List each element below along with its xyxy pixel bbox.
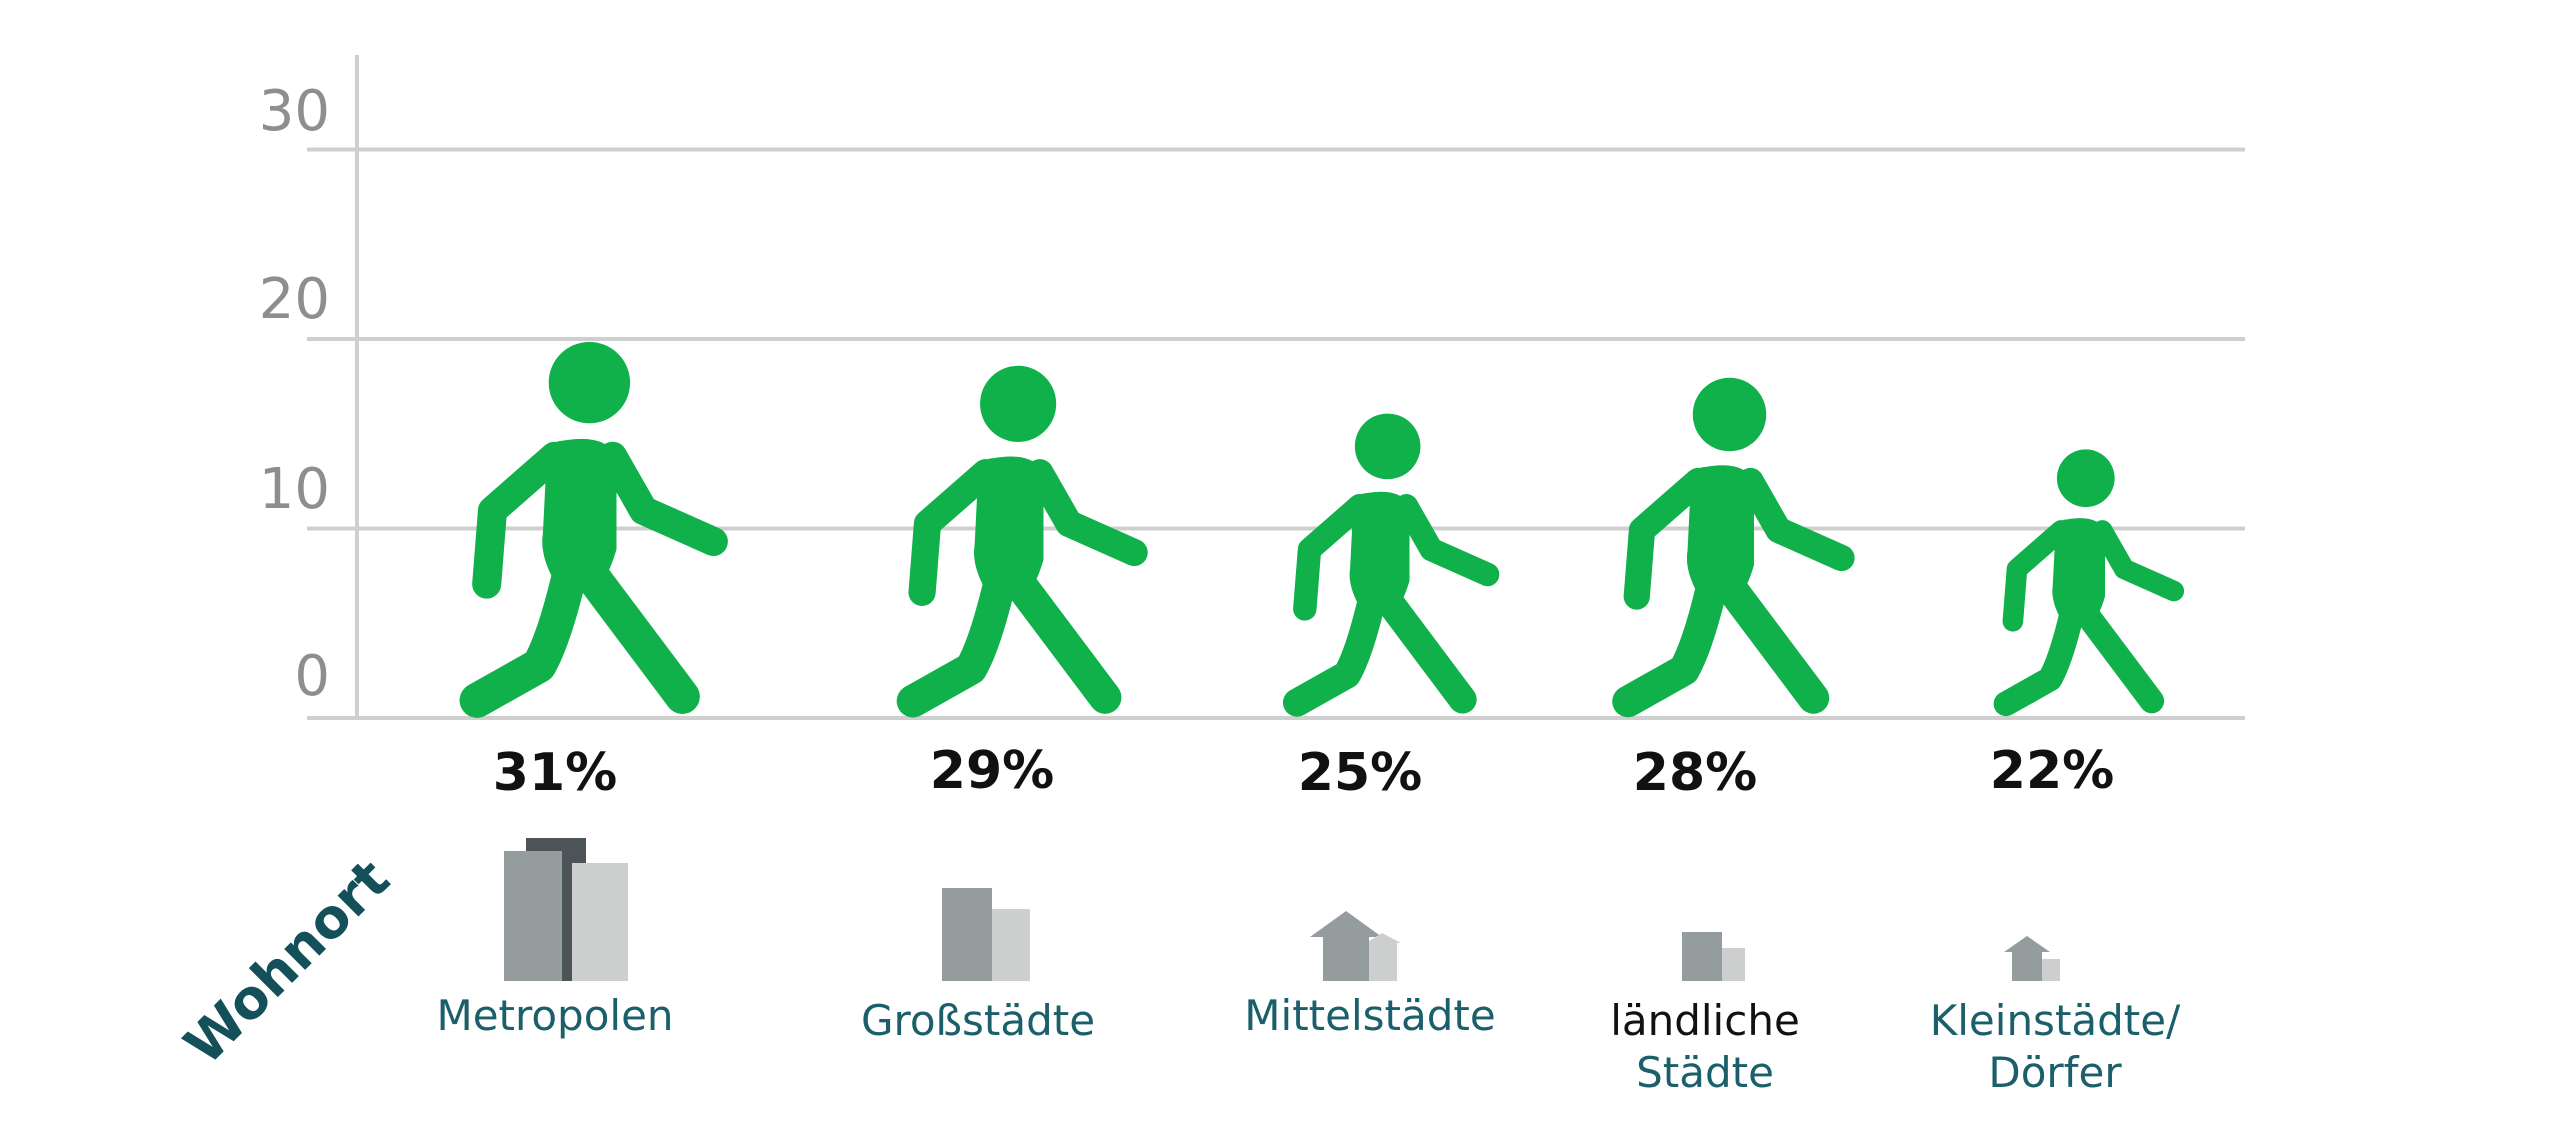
house-roof xyxy=(2004,936,2050,952)
building-mid xyxy=(504,851,562,981)
category-label: Dörfer xyxy=(1988,1048,2122,1097)
front-arm xyxy=(2091,520,2185,602)
front-leg xyxy=(2073,600,2165,714)
front-arm xyxy=(1737,467,1855,572)
building-light xyxy=(992,909,1030,981)
y-tick-label: 0 xyxy=(294,644,330,709)
head xyxy=(980,365,1057,442)
building-mid xyxy=(1682,932,1722,981)
back-leg xyxy=(1612,570,1728,718)
city-buildings-icon xyxy=(942,888,1030,981)
value-label: 31% xyxy=(493,743,617,803)
house-annex xyxy=(2042,959,2060,981)
torso xyxy=(2052,518,2105,624)
back-leg xyxy=(1282,585,1387,717)
head xyxy=(2056,449,2115,508)
head xyxy=(1354,413,1421,480)
head xyxy=(548,341,631,424)
y-tick-label: 20 xyxy=(259,267,330,332)
house-annex xyxy=(1369,941,1397,981)
category-label: Mittelstädte xyxy=(1244,991,1495,1040)
walking-person-icon xyxy=(1282,413,1500,717)
walking-person-icon xyxy=(1993,449,2185,717)
y-tick-label: 10 xyxy=(259,457,330,522)
category-label: Großstädte xyxy=(861,996,1095,1045)
front-arm xyxy=(1026,459,1148,567)
head xyxy=(1692,377,1767,452)
torso xyxy=(974,456,1044,596)
value-label: 28% xyxy=(1633,743,1757,803)
front-leg xyxy=(571,555,700,714)
back-leg xyxy=(896,565,1017,718)
house-body xyxy=(2012,951,2042,981)
value-label: 22% xyxy=(1990,741,2114,801)
category-1: 31% Metropolen xyxy=(436,341,728,1040)
small-buildings-icon xyxy=(1682,932,1745,981)
front-arm xyxy=(1394,494,1500,587)
back-arm xyxy=(472,441,570,599)
value-label: 25% xyxy=(1298,743,1422,803)
back-leg xyxy=(1993,600,2085,717)
category-label: Metropolen xyxy=(436,991,673,1040)
walking-person-icon xyxy=(459,341,728,718)
value-label: 29% xyxy=(930,741,1054,801)
front-leg xyxy=(1373,585,1477,714)
front-leg xyxy=(1713,570,1830,714)
category-label: Städte xyxy=(1636,1048,1774,1097)
high-rise-buildings-icon xyxy=(504,838,628,981)
back-arm xyxy=(1293,494,1372,621)
back-arm xyxy=(1623,467,1712,610)
building-light xyxy=(1722,948,1745,981)
front-arm xyxy=(598,441,728,557)
torso xyxy=(1686,465,1754,600)
side-label: Wohnort xyxy=(172,847,401,1076)
y-tick-label: 30 xyxy=(259,79,330,144)
category-2: 29% Großstädte xyxy=(861,365,1148,1045)
small-house-icon xyxy=(2004,936,2060,981)
category-label: ländliche xyxy=(1610,996,1800,1045)
back-leg xyxy=(459,555,588,718)
walking-person-icon xyxy=(1612,377,1855,718)
building-mid xyxy=(942,888,992,981)
category-5: 22% Kleinstädte/Dörfer xyxy=(1930,449,2185,1097)
house-icon xyxy=(1310,911,1401,981)
back-arm xyxy=(908,459,1000,606)
walking-person-icon xyxy=(896,365,1148,718)
house-roof xyxy=(1310,911,1382,937)
building-light xyxy=(572,863,628,981)
annex-roof xyxy=(1369,933,1401,943)
category-3: 25% Mittelstädte xyxy=(1244,413,1500,1040)
house-body xyxy=(1323,936,1369,981)
torso xyxy=(1349,491,1410,612)
front-leg xyxy=(1001,565,1122,714)
torso xyxy=(542,438,617,588)
category-label: Kleinstädte/ xyxy=(1930,996,2181,1045)
back-arm xyxy=(2002,520,2072,632)
